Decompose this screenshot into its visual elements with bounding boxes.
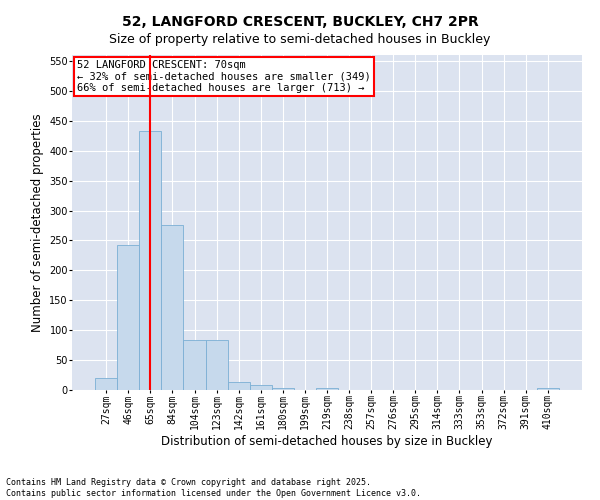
Text: 52 LANGFORD CRESCENT: 70sqm
← 32% of semi-detached houses are smaller (349)
66% : 52 LANGFORD CRESCENT: 70sqm ← 32% of sem… xyxy=(77,60,371,93)
Bar xyxy=(95,378,117,390)
Bar xyxy=(316,388,338,390)
Text: Contains HM Land Registry data © Crown copyright and database right 2025.
Contai: Contains HM Land Registry data © Crown c… xyxy=(6,478,421,498)
Bar xyxy=(250,385,272,390)
Bar xyxy=(206,340,227,390)
Text: Size of property relative to semi-detached houses in Buckley: Size of property relative to semi-detach… xyxy=(109,32,491,46)
Bar xyxy=(161,226,184,390)
Bar xyxy=(227,382,250,390)
Bar xyxy=(184,340,206,390)
Y-axis label: Number of semi-detached properties: Number of semi-detached properties xyxy=(31,113,44,332)
Bar xyxy=(139,131,161,390)
Bar xyxy=(537,388,559,390)
Bar xyxy=(117,244,139,390)
X-axis label: Distribution of semi-detached houses by size in Buckley: Distribution of semi-detached houses by … xyxy=(161,435,493,448)
Bar xyxy=(272,388,294,390)
Text: 52, LANGFORD CRESCENT, BUCKLEY, CH7 2PR: 52, LANGFORD CRESCENT, BUCKLEY, CH7 2PR xyxy=(122,15,478,29)
